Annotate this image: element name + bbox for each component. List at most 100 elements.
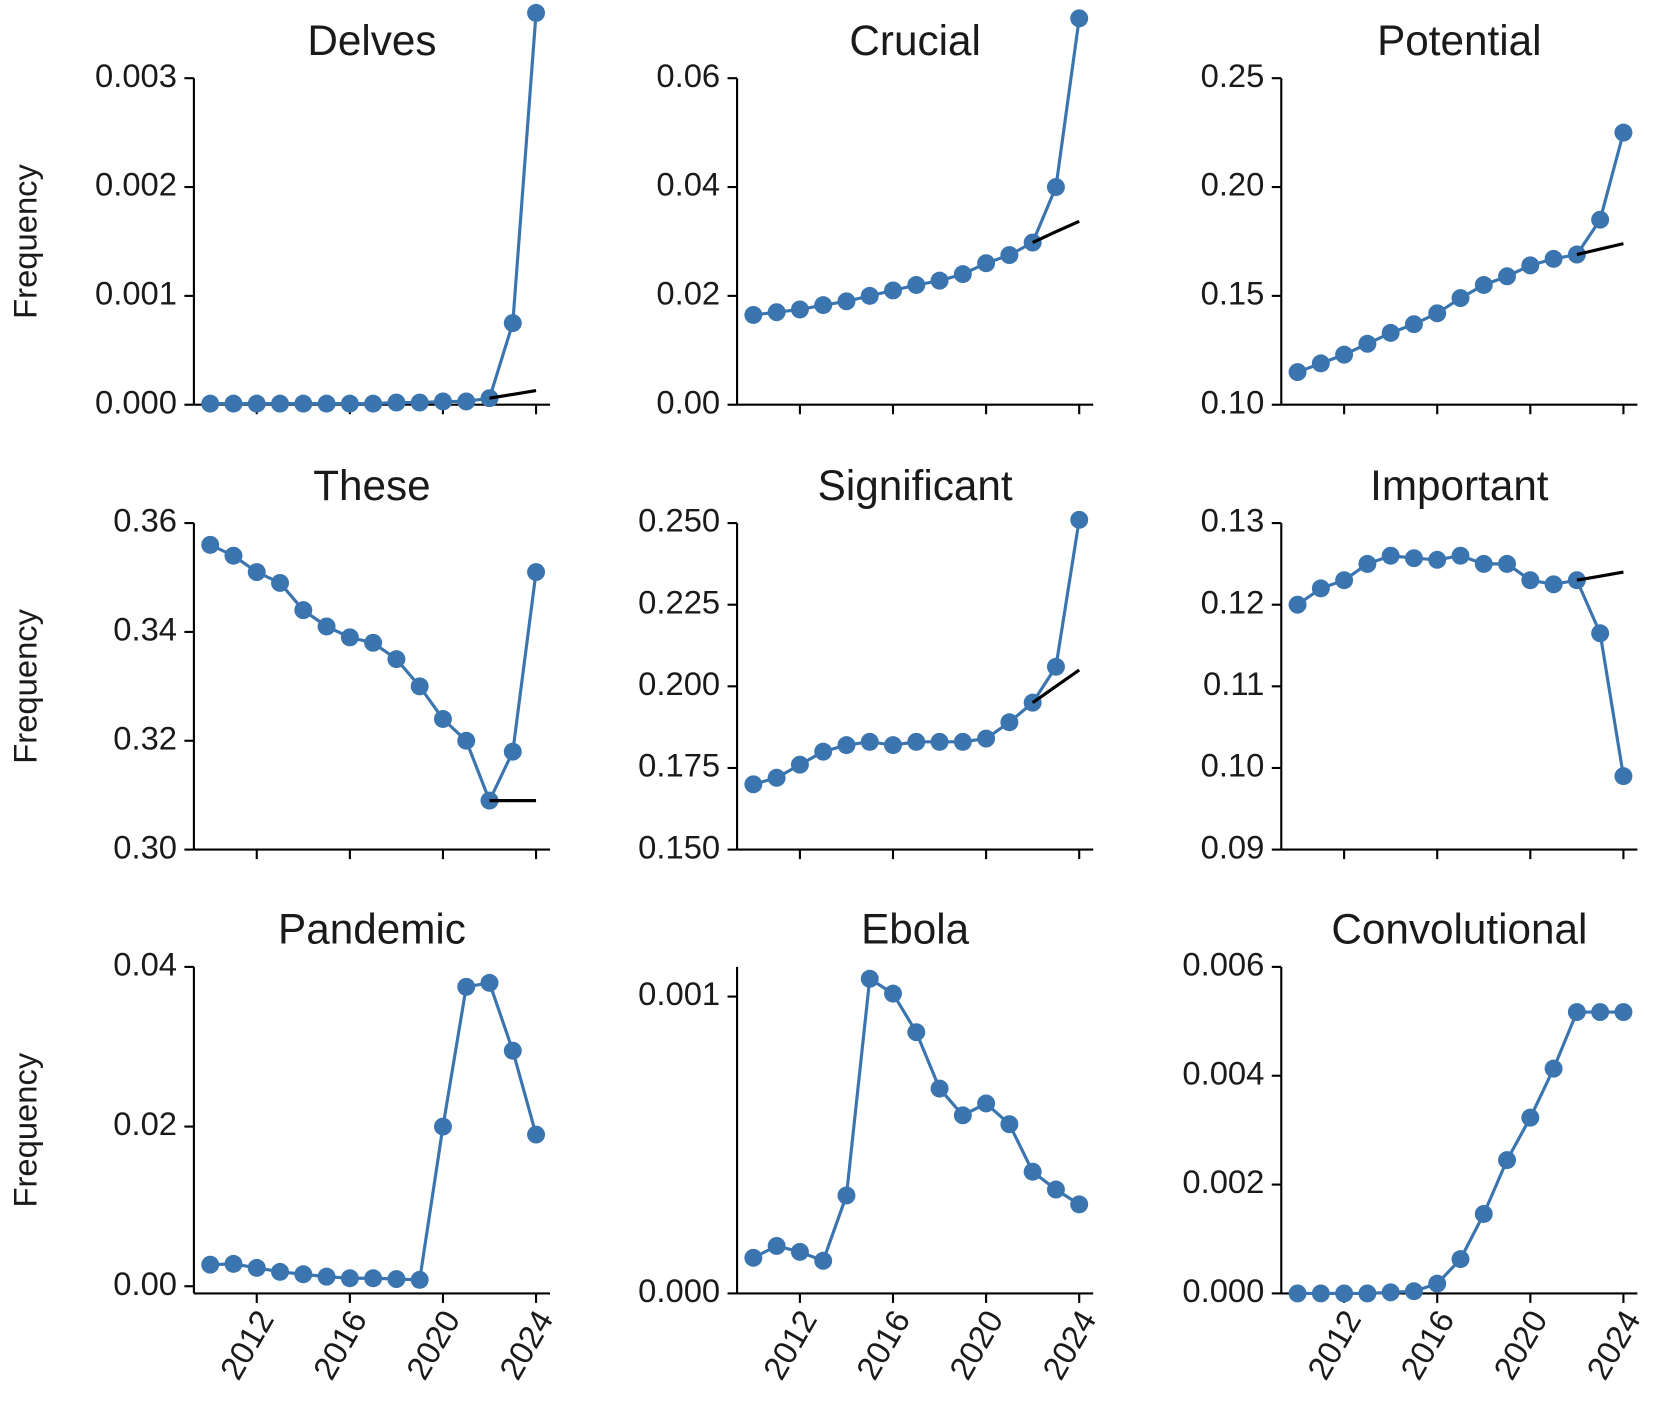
y-tick-label: 0.001 [95,275,177,312]
y-tick-label: 0.175 [638,747,720,784]
marker [767,768,786,787]
marker [271,394,290,413]
panel: Crucial 0.00 0.02 0.04 0.06 [656,9,1094,420]
marker [1070,510,1089,529]
x-tick-label: 2024 [1579,1304,1647,1386]
marker [1046,657,1065,676]
marker [457,977,476,996]
panel-title: Delves [307,17,436,64]
series-line [210,12,538,406]
marker [503,1041,522,1060]
trend-line [1031,219,1080,244]
marker [860,286,879,305]
marker [1381,1283,1400,1302]
y-tick-label: 0.00 [656,383,720,420]
marker [340,1269,359,1288]
marker [503,742,522,761]
marker [433,710,452,728]
marker [1428,1274,1447,1293]
marker [1000,1115,1019,1134]
y-axis-label: Frequency [6,608,43,763]
marker [1451,1250,1470,1269]
marker [1358,1284,1377,1303]
marker [527,3,546,22]
marker [1288,1284,1307,1303]
marker [1474,1204,1493,1223]
marker [1544,249,1563,268]
marker [387,1270,406,1289]
marker [1070,1195,1089,1214]
y-tick-label: 0.36 [113,502,177,539]
panel-title: Convolutional [1331,906,1587,953]
marker [201,1255,220,1274]
trend-line [1031,668,1081,704]
marker [884,281,902,300]
marker [1521,571,1540,590]
marker [1521,1108,1540,1127]
y-tick-label: 0.15 [1201,275,1265,312]
y-tick-label: 0.13 [1201,502,1265,539]
marker [930,1079,949,1098]
marker [294,394,313,413]
marker [1498,554,1517,573]
y-tick-label: 0.11 [1203,665,1264,702]
y-tick-label: 0.09 [1201,828,1265,865]
marker [1358,334,1377,353]
marker [953,265,972,284]
marker [1544,575,1563,594]
marker [1381,546,1400,565]
marker [1046,178,1065,197]
marker [1428,550,1447,569]
marker [201,535,220,554]
marker [1335,1284,1354,1303]
marker [527,563,546,582]
marker [433,1117,452,1136]
marker [1046,1180,1065,1199]
y-tick-label: 0.250 [638,502,720,539]
y-tick-label: 0.200 [638,665,720,702]
marker [340,628,359,647]
marker [884,736,902,755]
marker [884,984,902,1003]
marker [410,393,429,412]
marker [1451,289,1470,308]
marker [837,736,856,755]
panel: Pandemic Frequency 0.00 0.02 0.04 2012 2016 202… [6,906,560,1386]
marker [480,973,499,992]
marker [907,1023,926,1042]
x-tick-label: 2016 [849,1304,917,1386]
marker [907,276,926,294]
marker [977,1094,996,1113]
series-line [209,543,538,805]
y-tick-label: 0.004 [1182,1054,1264,1091]
marker [457,731,476,750]
series-line [210,981,538,1282]
marker [294,601,313,620]
marker [1521,256,1540,275]
marker [1070,9,1089,28]
marker [814,296,833,315]
marker [1335,571,1354,590]
marker [1614,123,1633,142]
marker [744,305,763,324]
marker [1567,1003,1586,1022]
marker [1591,210,1610,229]
marker [767,303,786,322]
y-tick-label: 0.002 [1182,1163,1264,1200]
marker [317,394,336,413]
marker [1311,579,1330,598]
marker [247,563,266,582]
y-tick-label: 0.000 [638,1272,720,1309]
marker [953,1106,972,1125]
marker [1000,713,1019,732]
marker [1474,276,1493,294]
y-tick-label: 0.000 [1182,1272,1264,1309]
marker [247,1258,266,1277]
panel: Ebola 0.000 0.001 2012 2016 2020 2024 [638,906,1103,1386]
y-tick-label: 0.003 [95,57,177,94]
x-tick-label: 2016 [306,1304,374,1386]
marker [1498,1151,1517,1170]
y-tick-label: 0.10 [1201,383,1265,420]
y-tick-label: 0.30 [113,828,177,865]
